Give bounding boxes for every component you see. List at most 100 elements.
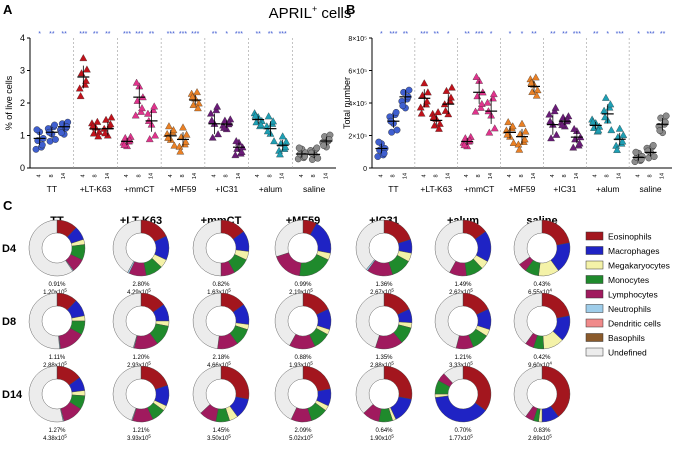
data-point xyxy=(75,84,84,92)
data-point xyxy=(313,144,321,152)
data-point xyxy=(662,112,670,120)
significance-mark: ** xyxy=(49,31,55,38)
x-tick-label: 14 xyxy=(660,173,666,179)
donut-percent-label: 2.09% xyxy=(294,428,312,434)
data-point xyxy=(237,147,246,155)
donut-count-exponent: 5 xyxy=(64,288,67,293)
y-tick-label: 4×10⁵ xyxy=(348,101,367,108)
donut-slice-undefined xyxy=(192,365,222,414)
donut-count-label: 1.77x105 xyxy=(449,434,473,443)
data-point xyxy=(527,78,536,86)
data-point xyxy=(269,117,277,125)
panel-label-a: A xyxy=(3,2,13,17)
donut-slice-undefined xyxy=(443,365,464,384)
data-point xyxy=(441,106,450,114)
data-point xyxy=(144,109,152,117)
data-point xyxy=(51,121,58,129)
donut-count-mantissa: 4.38x10 xyxy=(43,436,65,442)
donut-slice-undefined xyxy=(355,292,385,348)
data-point xyxy=(618,137,627,145)
donut-slice-undefined xyxy=(513,365,543,417)
significance-mark: ** xyxy=(660,31,666,38)
data-point xyxy=(281,143,290,151)
data-point xyxy=(208,133,217,141)
donut-percent-label: 1.36% xyxy=(375,282,393,288)
significance-mark: *** xyxy=(235,31,243,38)
donut-count-label: 3.93x105 xyxy=(127,434,151,443)
data-point xyxy=(490,124,499,132)
data-point xyxy=(79,54,88,62)
significance-mark: ** xyxy=(593,31,599,38)
data-point xyxy=(405,86,413,94)
data-point xyxy=(508,122,517,130)
panel-label-c: C xyxy=(3,198,13,213)
significance-mark: ** xyxy=(464,31,470,38)
significance-mark: * xyxy=(380,31,383,38)
data-point xyxy=(102,115,110,123)
significance-mark: *** xyxy=(279,31,287,38)
significance-mark: ** xyxy=(550,31,556,38)
donut-row-label: D8 xyxy=(2,316,16,328)
x-tick-label: 4 xyxy=(593,174,599,177)
data-point xyxy=(182,130,191,138)
data-point xyxy=(89,129,98,137)
significance-mark: ** xyxy=(562,31,568,38)
donut-count-exponent: 5 xyxy=(549,434,552,439)
x-tick-label: 4 xyxy=(464,174,470,177)
y-tick-label: 1 xyxy=(20,131,25,141)
legend-swatch xyxy=(585,289,604,299)
x-tick-label: 8 xyxy=(180,174,186,177)
significance-mark: * xyxy=(509,31,512,38)
data-point xyxy=(181,137,190,145)
data-point xyxy=(138,104,146,112)
data-point xyxy=(133,96,142,104)
donut-count-mantissa: 2.69x10 xyxy=(528,436,550,442)
donut-percent-label: 0.91% xyxy=(48,282,66,288)
donut-row-label: D14 xyxy=(2,389,23,401)
significance-mark: *** xyxy=(179,31,187,38)
data-point xyxy=(607,126,616,134)
data-point xyxy=(471,107,480,115)
data-point xyxy=(551,103,560,111)
group-label: TT xyxy=(47,184,57,194)
donut-count-label: 1.90x105 xyxy=(370,434,394,443)
data-point xyxy=(83,65,91,73)
x-tick-label: 8 xyxy=(519,174,525,177)
donut-slice-undefined xyxy=(513,292,543,344)
y-tick-label: 2×10⁵ xyxy=(348,134,367,141)
data-point xyxy=(231,151,240,159)
donut-slice-undefined xyxy=(28,292,60,350)
donut-count-exponent: 5 xyxy=(148,288,151,293)
y-tick-label: 0 xyxy=(363,166,367,173)
x-tick-label: 14 xyxy=(617,173,623,179)
significance-mark: ** xyxy=(255,31,261,38)
legend-entry: Megakaryocytes xyxy=(608,261,670,271)
x-tick-label: 4 xyxy=(80,174,86,177)
data-point xyxy=(447,93,455,101)
x-tick-label: 14 xyxy=(445,173,451,179)
significance-mark: * xyxy=(225,31,228,38)
group-label: +IC31 xyxy=(553,184,576,194)
x-tick-label: 8 xyxy=(311,174,317,177)
donut-percent-label: 2.18% xyxy=(212,355,230,361)
significance-mark: *** xyxy=(573,31,581,38)
data-point xyxy=(575,139,584,147)
x-tick-label: 14 xyxy=(192,173,198,179)
significance-mark: ** xyxy=(434,31,440,38)
data-point xyxy=(649,142,657,149)
donut-slice-undefined xyxy=(112,365,142,421)
data-point xyxy=(120,140,129,148)
donut-slice-undefined xyxy=(434,292,464,349)
x-tick-label: 4 xyxy=(168,174,174,177)
donut-count-exponent: 5 xyxy=(470,434,473,439)
significance-mark: *** xyxy=(123,31,131,38)
data-point xyxy=(393,126,401,134)
x-tick-label: 8 xyxy=(267,174,273,177)
group-label: +LT-K63 xyxy=(80,184,112,194)
donut-count-exponent: 5 xyxy=(310,434,313,439)
data-point xyxy=(503,130,512,138)
data-point xyxy=(420,79,429,87)
x-tick-label: 14 xyxy=(280,173,286,179)
donut-count-exponent: 5 xyxy=(228,434,231,439)
